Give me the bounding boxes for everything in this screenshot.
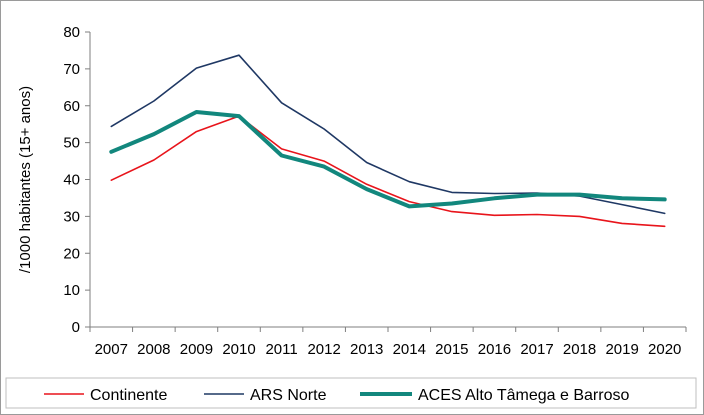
series-line-1 — [110, 115, 666, 228]
y-tick-label: 0 — [72, 319, 80, 336]
x-tick-label: 2013 — [350, 341, 383, 358]
y-tick-label: 30 — [63, 208, 80, 225]
y-tick-label: 50 — [63, 135, 80, 152]
x-tick-label: 2009 — [180, 341, 213, 358]
y-axis-title: /1000 habitantes (15+ anos) — [17, 86, 34, 273]
x-tick-label: 2007 — [95, 341, 128, 358]
y-tick-label: 10 — [63, 282, 80, 299]
x-tick-label: 2019 — [605, 341, 638, 358]
series-lines — [109, 54, 667, 228]
series-line-3 — [109, 110, 667, 209]
x-tick-label: 2016 — [478, 341, 511, 358]
x-tick-label: 2008 — [137, 341, 170, 358]
x-tick-label: 2011 — [265, 341, 297, 358]
legend-label-1: Continente — [90, 387, 167, 404]
x-tick-label: 2020 — [648, 341, 681, 358]
x-tick-label: 2012 — [307, 341, 340, 358]
y-axis-ticks: 0 10 20 30 40 50 60 70 80 — [63, 24, 90, 336]
legend-label-2: ARS Norte — [250, 387, 327, 404]
y-tick-label: 20 — [63, 245, 80, 262]
x-tick-label: 2014 — [393, 341, 426, 358]
x-tick-label: 2017 — [520, 341, 553, 358]
x-tick-label: 2015 — [435, 341, 468, 358]
x-tick-label: 2018 — [563, 341, 596, 358]
legend-label-3: ACES Alto Tâmega e Barroso — [418, 387, 629, 404]
y-tick-label: 70 — [63, 61, 80, 78]
x-axis-ticks: 2007 2008 2009 2010 2011 2012 2013 2014 2015 2016… — [89, 327, 687, 358]
y-tick-label: 60 — [63, 98, 80, 115]
x-tick-label: 2010 — [222, 341, 255, 358]
y-tick-label: 40 — [63, 172, 80, 189]
legend-box — [5, 377, 697, 409]
y-tick-label: 80 — [63, 24, 80, 41]
series-line-2 — [110, 54, 666, 215]
legend: Continente ARS Norte ACES Alto Tâmega e Ba… — [5, 377, 697, 409]
